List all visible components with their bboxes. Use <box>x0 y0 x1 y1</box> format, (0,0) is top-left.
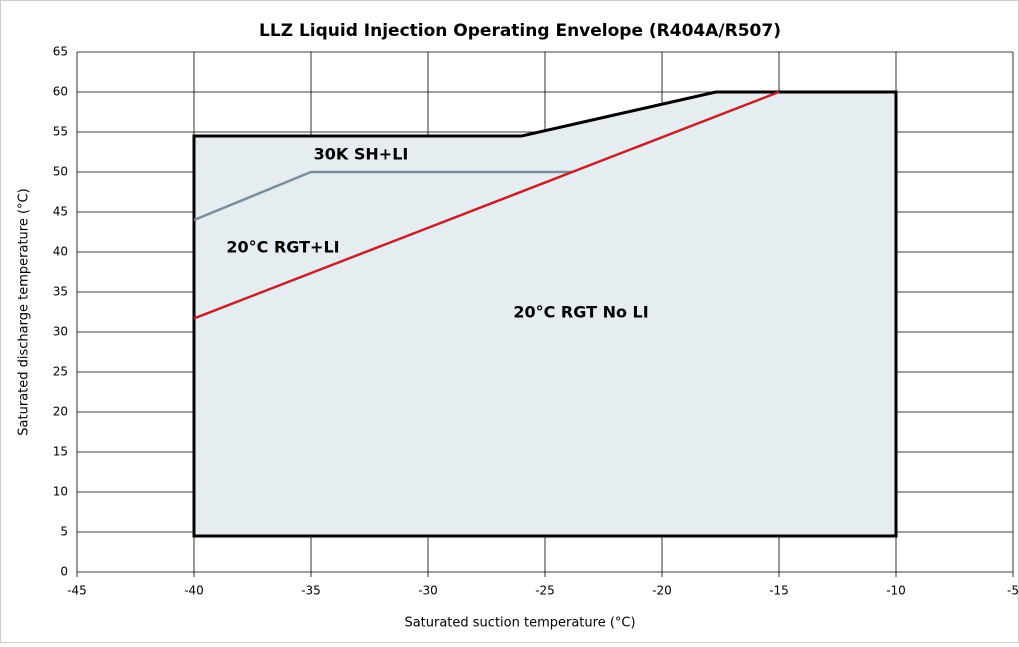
y-tick-label: 55 <box>53 125 68 139</box>
y-tick-label: 15 <box>53 445 68 459</box>
x-tick-label: -10 <box>886 584 906 598</box>
envelope <box>192 90 898 538</box>
x-tick-label: -20 <box>652 584 672 598</box>
y-tick-label: 60 <box>53 85 68 99</box>
x-tick-label: -5 <box>1007 584 1019 598</box>
y-tick-label: 0 <box>60 565 68 579</box>
x-tick-label: -45 <box>67 584 87 598</box>
x-tick-label: -40 <box>184 584 204 598</box>
chart-title: LLZ Liquid Injection Operating Envelope … <box>259 21 781 41</box>
y-tick-label: 25 <box>53 365 68 379</box>
x-tick-label: -35 <box>301 584 321 598</box>
x-tick-label: -15 <box>769 584 789 598</box>
y-tick-label: 65 <box>53 45 68 59</box>
y-tick-label: 35 <box>53 285 68 299</box>
y-tick-label: 10 <box>53 485 68 499</box>
y-tick-label: 20 <box>53 405 68 419</box>
annotation: 20°C RGT+LI <box>226 238 339 257</box>
y-axis-label: Saturated discharge temperature (°C) <box>17 188 32 435</box>
y-tick-label: 5 <box>60 525 68 539</box>
line <box>193 90 780 320</box>
x-tick-label: -25 <box>535 584 555 598</box>
annotation: 20°C RGT No LI <box>513 303 648 322</box>
x-axis-label: Saturated suction temperature (°C) <box>404 616 635 631</box>
y-tick-label: 50 <box>53 165 68 179</box>
line <box>193 170 574 222</box>
x-tick-label: -30 <box>418 584 438 598</box>
y-tick-label: 30 <box>53 325 68 339</box>
y-tick-label: 40 <box>53 245 68 259</box>
annotation: 30K SH+LI <box>314 145 409 164</box>
y-tick-label: 45 <box>53 205 68 219</box>
